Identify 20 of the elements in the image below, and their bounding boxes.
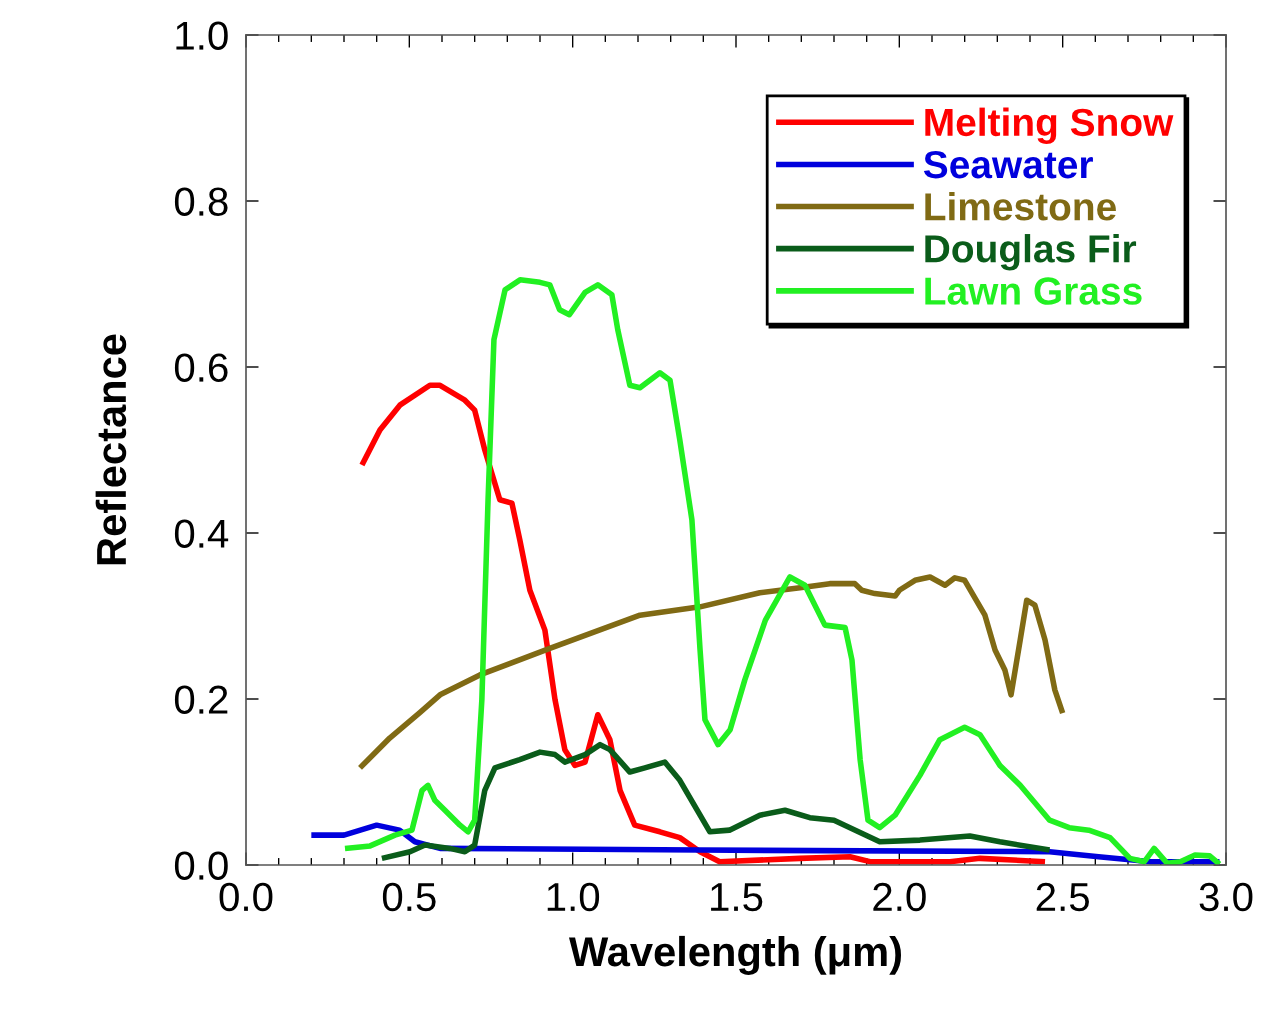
y-tick-label: 0.6	[174, 353, 228, 382]
legend-label: Melting Snow	[925, 107, 1174, 145]
legend-label: Limestone	[925, 191, 1116, 221]
legend-label: Seawater	[923, 150, 1093, 179]
y-tick-label: 0.2	[174, 685, 228, 714]
x-tick-label: 2.5	[1036, 882, 1089, 912]
x-axis-title: Wavelength (μm)	[568, 935, 901, 975]
x-tick-label: 0.5	[382, 882, 436, 912]
y-tick-label: 0.8	[174, 187, 228, 216]
x-tick-label: 3.0	[1199, 882, 1253, 912]
y-tick-label: 0.0	[174, 851, 228, 880]
y-tick-label: 1.0	[176, 21, 228, 50]
x-tick-label: 0.0	[219, 882, 273, 912]
x-tick-label: 1.0	[547, 882, 600, 912]
x-tick-label: 2.0	[873, 882, 926, 912]
y-axis-title: Reflectance	[95, 334, 127, 565]
y-tick-label: 0.4	[174, 519, 229, 548]
legend-label: Lawn Grass	[925, 277, 1142, 305]
x-tick-label: 1.5	[711, 883, 763, 912]
legend-label: Douglas Fir	[925, 234, 1137, 271]
